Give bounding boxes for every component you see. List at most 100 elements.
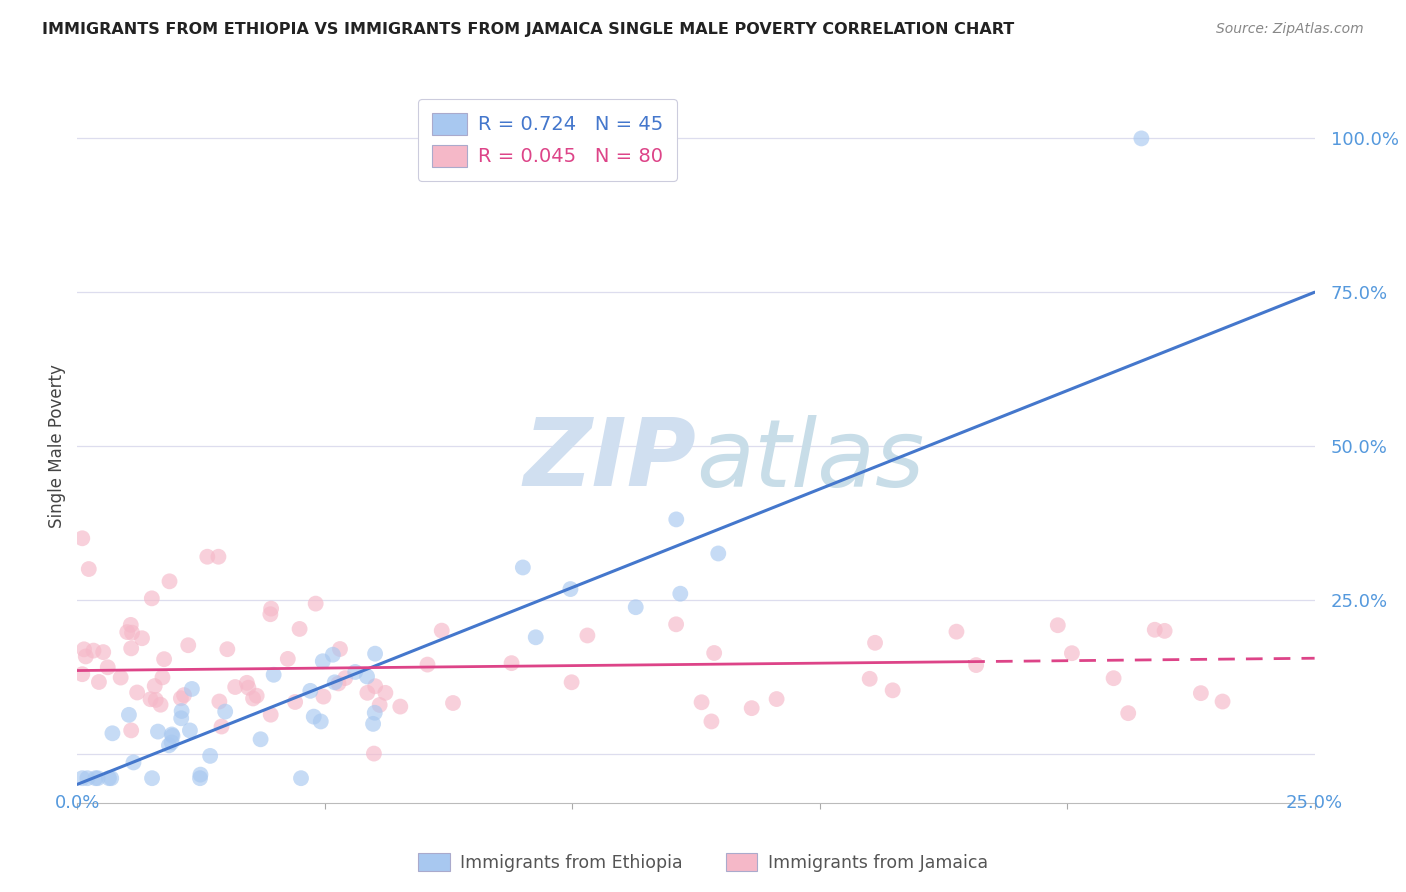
Point <box>364 706 387 720</box>
Point <box>277 652 299 666</box>
Point <box>122 756 145 770</box>
Y-axis label: Single Male Poverty: Single Male Poverty <box>48 364 66 528</box>
Point <box>72 531 94 545</box>
Point <box>246 689 269 703</box>
Point <box>180 681 202 696</box>
Point <box>1060 646 1083 660</box>
Point <box>157 739 180 753</box>
Point <box>162 729 184 743</box>
Point <box>87 675 110 690</box>
Point <box>188 771 211 785</box>
Point <box>1130 131 1153 145</box>
Point <box>512 560 534 574</box>
Point <box>501 656 523 670</box>
Point <box>131 631 153 645</box>
Point <box>945 624 967 639</box>
Point <box>146 724 169 739</box>
Point <box>72 667 94 681</box>
Point <box>576 628 599 642</box>
Point <box>560 582 582 596</box>
Point <box>364 679 387 693</box>
Point <box>242 691 264 706</box>
Point <box>859 672 882 686</box>
Point <box>665 512 688 526</box>
Point <box>1153 624 1175 638</box>
Point <box>288 622 311 636</box>
Text: Source: ZipAtlas.com: Source: ZipAtlas.com <box>1216 22 1364 37</box>
Point <box>361 717 384 731</box>
Point <box>284 695 307 709</box>
Point <box>211 719 233 733</box>
Point <box>356 669 378 683</box>
Point <box>312 690 335 704</box>
Point <box>290 771 312 785</box>
Point <box>170 711 193 725</box>
Point <box>328 676 350 690</box>
Point <box>141 591 163 606</box>
Point <box>160 735 183 749</box>
Text: atlas: atlas <box>696 415 924 506</box>
Point <box>624 600 647 615</box>
Point <box>217 642 239 657</box>
Point <box>690 695 713 709</box>
Point <box>1189 686 1212 700</box>
Point <box>76 771 98 785</box>
Point <box>364 647 387 661</box>
Point <box>302 709 325 723</box>
Point <box>117 625 139 640</box>
Point <box>152 670 174 684</box>
Point <box>121 625 143 640</box>
Point <box>703 646 725 660</box>
Text: 25.0%: 25.0% <box>1286 794 1343 812</box>
Point <box>1143 623 1166 637</box>
Point <box>335 671 357 685</box>
Point <box>87 771 110 785</box>
Point <box>669 587 692 601</box>
Point <box>214 705 236 719</box>
Point <box>120 618 142 632</box>
Point <box>1116 706 1139 720</box>
Point <box>344 665 367 679</box>
Point <box>524 630 547 644</box>
Point <box>77 562 100 576</box>
Point <box>224 680 246 694</box>
Point <box>118 707 141 722</box>
Point <box>208 694 231 708</box>
Point <box>561 675 583 690</box>
Point <box>198 748 221 763</box>
Point <box>368 698 391 712</box>
Point <box>309 714 332 729</box>
Point <box>73 642 96 657</box>
Point <box>83 643 105 657</box>
Point <box>207 549 229 564</box>
Point <box>765 692 787 706</box>
Point <box>965 658 987 673</box>
Point <box>170 704 193 718</box>
Point <box>97 771 120 785</box>
Point <box>100 771 122 785</box>
Point <box>260 707 283 722</box>
Point <box>101 726 124 740</box>
Point <box>441 696 464 710</box>
Point <box>91 645 114 659</box>
Point <box>120 641 142 656</box>
Point <box>374 686 396 700</box>
Point <box>329 642 352 657</box>
Point <box>863 636 886 650</box>
Point <box>160 727 183 741</box>
Point <box>707 546 730 560</box>
Point <box>195 549 218 564</box>
Text: ZIP: ZIP <box>523 414 696 507</box>
Point <box>173 688 195 702</box>
Text: 0.0%: 0.0% <box>55 794 100 812</box>
Point <box>312 654 335 668</box>
Point <box>389 699 412 714</box>
Point <box>1102 671 1125 685</box>
Point <box>139 692 162 706</box>
Point <box>363 747 385 761</box>
Point <box>430 624 453 638</box>
Legend: R = 0.724   N = 45, R = 0.045   N = 80: R = 0.724 N = 45, R = 0.045 N = 80 <box>418 99 678 181</box>
Point <box>263 667 285 681</box>
Point <box>322 648 344 662</box>
Point <box>356 686 378 700</box>
